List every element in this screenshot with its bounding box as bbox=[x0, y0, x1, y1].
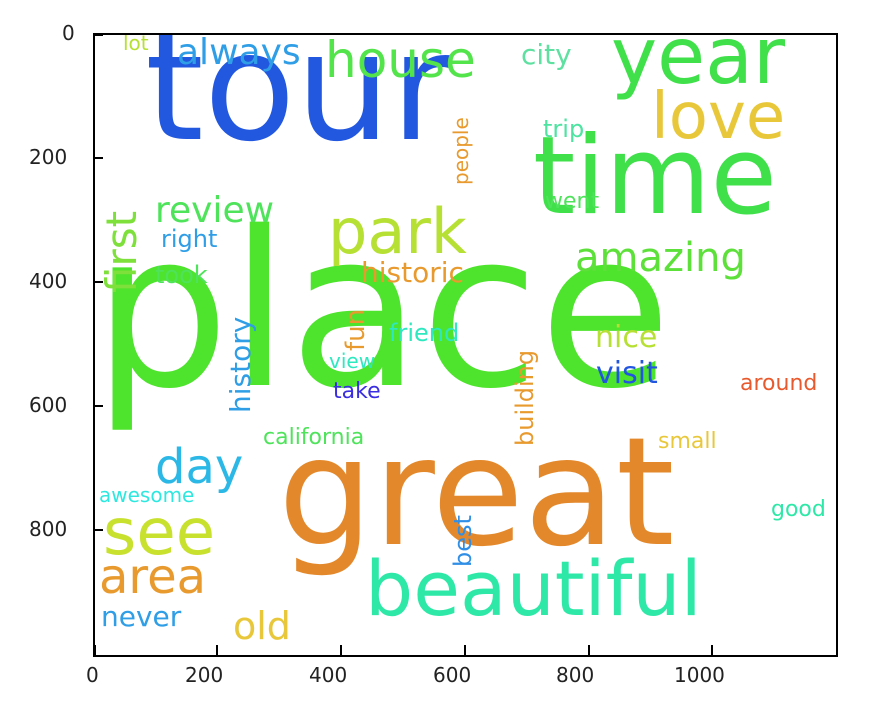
x-tick-mark-0 bbox=[94, 645, 96, 655]
word-love: love bbox=[651, 80, 786, 154]
word-fun: fun bbox=[341, 308, 371, 351]
word-view: view bbox=[329, 349, 376, 373]
x-tick-label-1000: 1000 bbox=[674, 663, 725, 687]
word-lot: lot bbox=[123, 33, 149, 55]
word-never: never bbox=[101, 600, 182, 633]
y-tick-label-0: 0 bbox=[62, 21, 75, 45]
y-tick-mark-200 bbox=[93, 157, 103, 159]
word-first: first bbox=[97, 210, 146, 293]
word-year: year bbox=[611, 33, 786, 102]
word-time: time bbox=[533, 114, 778, 239]
x-tick-label-0: 0 bbox=[86, 663, 99, 687]
y-tick-mark-400 bbox=[93, 281, 103, 283]
word-beautiful: beautiful bbox=[365, 544, 702, 633]
word-people: people bbox=[449, 117, 473, 185]
word-cloud-image: place tour great time year beautiful hou… bbox=[93, 33, 836, 655]
x-tick-mark-1000 bbox=[711, 645, 713, 655]
word-trip: trip bbox=[543, 115, 585, 143]
x-tick-label-200: 200 bbox=[185, 663, 224, 687]
word-small: small bbox=[658, 429, 717, 454]
word-park: park bbox=[328, 195, 467, 268]
word-take: take bbox=[333, 379, 381, 404]
y-tick-label-200: 200 bbox=[29, 145, 68, 169]
word-historic: historic bbox=[361, 256, 464, 289]
x-tick-label-800: 800 bbox=[556, 663, 595, 687]
word-took: took bbox=[155, 261, 208, 289]
word-california: california bbox=[263, 425, 365, 450]
y-tick-label-600: 600 bbox=[29, 393, 68, 417]
word-area: area bbox=[99, 549, 207, 605]
word-great: great bbox=[278, 406, 675, 580]
word-tour: tour bbox=[145, 33, 453, 175]
y-tick-label-400: 400 bbox=[29, 269, 68, 293]
word-good: good bbox=[771, 497, 826, 522]
word-review: review bbox=[155, 190, 275, 231]
x-tick-mark-600 bbox=[464, 645, 466, 655]
word-amazing: amazing bbox=[575, 235, 746, 281]
x-tick-mark-200 bbox=[216, 645, 218, 655]
word-day: day bbox=[155, 439, 244, 495]
word-history: history bbox=[224, 316, 257, 413]
x-tick-mark-800 bbox=[588, 645, 590, 655]
word-visit: visit bbox=[596, 356, 658, 391]
y-tick-label-800: 800 bbox=[29, 517, 68, 541]
y-tick-mark-600 bbox=[93, 405, 103, 407]
word-best: best bbox=[449, 515, 477, 567]
y-tick-mark-800 bbox=[93, 529, 103, 531]
word-building: building bbox=[511, 349, 539, 446]
word-always: always bbox=[177, 33, 301, 73]
word-see: see bbox=[103, 496, 216, 570]
word-house: house bbox=[325, 33, 476, 89]
word-place: place bbox=[93, 185, 672, 436]
word-nice: nice bbox=[595, 320, 658, 355]
y-tick-mark-0 bbox=[93, 34, 103, 36]
word-city: city bbox=[521, 38, 572, 71]
word-right: right bbox=[161, 225, 218, 253]
x-tick-mark-400 bbox=[340, 645, 342, 655]
x-tick-label-600: 600 bbox=[433, 663, 472, 687]
word-went: went bbox=[545, 189, 600, 214]
word-friend: friend bbox=[389, 319, 460, 347]
word-old: old bbox=[233, 604, 291, 648]
word-awesome: awesome bbox=[99, 483, 195, 507]
word-around: around bbox=[740, 371, 818, 396]
x-tick-label-400: 400 bbox=[309, 663, 348, 687]
